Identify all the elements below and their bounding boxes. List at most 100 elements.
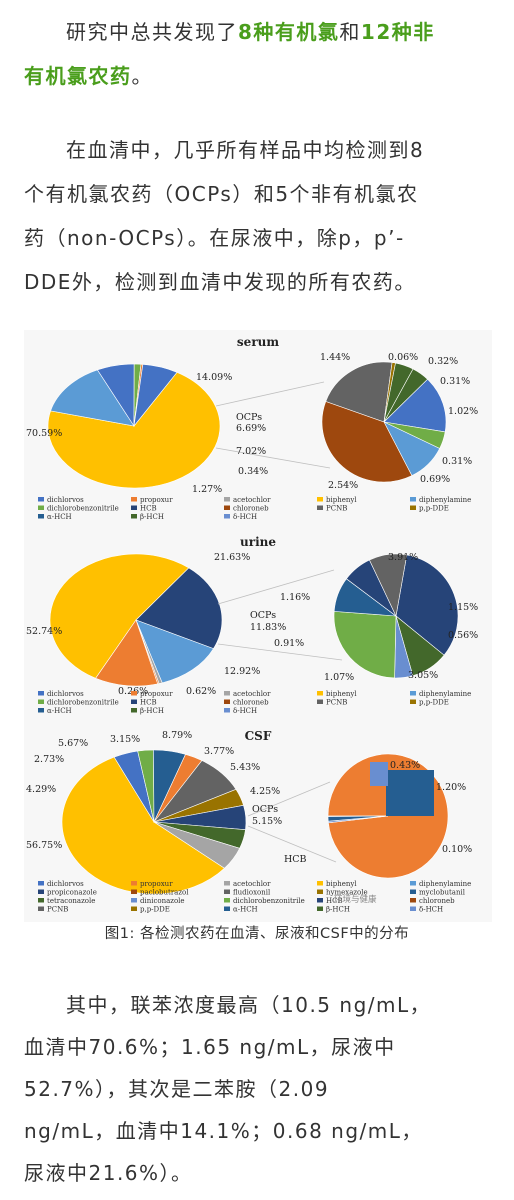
urine-legend-label-11: β-HCH bbox=[140, 707, 164, 715]
serum-main-slice-5 bbox=[133, 364, 178, 428]
urine-main-slice-2 bbox=[135, 619, 214, 684]
csf-label-ocps: OCPs bbox=[252, 804, 278, 815]
serum-ocp-label-1: 0.06% bbox=[388, 352, 418, 363]
csf-legend-swatch-18 bbox=[317, 906, 323, 911]
urine-main-slice-1 bbox=[135, 567, 223, 650]
serum-label-2: 7.02% bbox=[236, 446, 266, 457]
p2-line-3: 药（non-OCPs）。在尿液中，除p，p’- bbox=[24, 226, 405, 250]
csf-legend-label-1: propoxur bbox=[140, 880, 173, 888]
csf-legend-swatch-12 bbox=[224, 898, 230, 903]
urine-legend-label-1: propoxur bbox=[140, 690, 173, 698]
urine-label-ocps: OCPs bbox=[250, 610, 276, 621]
serum-connector-top bbox=[215, 381, 325, 407]
serum-legend-label-9: p,p-DDE bbox=[419, 505, 449, 513]
p2-line-1: 在血清中，几乎所有样品中均检测到8 bbox=[66, 138, 425, 162]
serum-main-slice-0 bbox=[47, 371, 221, 489]
intro-highlight-pesticides: 有机氯农药 bbox=[24, 64, 132, 88]
csf-label-1: 4.29% bbox=[26, 784, 56, 795]
csf-legend-label-11: diniconazole bbox=[140, 897, 185, 905]
urine-legend-label-8: PCNB bbox=[326, 699, 347, 707]
csf-ocp-dark-wedge bbox=[386, 770, 434, 816]
serum-legend-label-0: dichlorvos bbox=[47, 496, 84, 504]
urine-legend-swatch-1 bbox=[131, 691, 137, 696]
urine-connector-bottom bbox=[217, 643, 343, 661]
serum-legend-swatch-3 bbox=[317, 497, 323, 502]
serum-main-slice-1 bbox=[50, 369, 135, 427]
csf-legend-swatch-14 bbox=[410, 898, 416, 903]
serum-ocp-label-5: 0.31% bbox=[442, 456, 472, 467]
p4-line-4: ng/mL，血清中14.1%；0.68 ng/mL， bbox=[24, 1119, 423, 1143]
serum-label-3: 1.27% bbox=[192, 484, 222, 495]
csf-legend-label-5: propiconazole bbox=[47, 889, 97, 897]
urine-label-3: 0.62% bbox=[186, 686, 216, 697]
serum-legend-label-6: HCB bbox=[140, 505, 157, 513]
csf-legend-label-16: p,p-DDE bbox=[140, 906, 170, 914]
serum-label-ocps: OCPs bbox=[236, 412, 262, 423]
watermark: 环境与健康 bbox=[334, 894, 377, 905]
p4-line-1: 其中，联苯浓度最高（10.5 ng/mL， bbox=[66, 993, 432, 1017]
csf-label-2: 2.73% bbox=[34, 754, 64, 765]
serum-legend-swatch-7 bbox=[224, 505, 230, 510]
urine-title: urine bbox=[240, 535, 276, 549]
intro-paragraph: 研究中总共发现了8种有机氯和12种非 有机氯农药。 bbox=[24, 10, 494, 98]
csf-legend-swatch-7 bbox=[224, 889, 230, 894]
serum-legend-swatch-8 bbox=[317, 505, 323, 510]
csf-legend-label-9: myclobutanil bbox=[419, 889, 466, 897]
csf-legend-swatch-10 bbox=[38, 898, 44, 903]
urine-legend-label-10: α-HCH bbox=[47, 707, 72, 715]
urine-legend-label-3: biphenyl bbox=[326, 690, 357, 698]
urine-ocp-slice-3 bbox=[333, 611, 397, 679]
serum-legend-label-8: PCNB bbox=[326, 505, 347, 513]
csf-legend-swatch-4 bbox=[410, 881, 416, 886]
serum-legend-label-7: chloroneb bbox=[233, 505, 269, 513]
csf-legend-swatch-13 bbox=[317, 898, 323, 903]
serum-title: serum bbox=[237, 335, 279, 349]
urine-legend-swatch-4 bbox=[410, 691, 416, 696]
csf-title: CSF bbox=[245, 729, 272, 743]
csf-legend-swatch-3 bbox=[317, 881, 323, 886]
csf-legend-label-17: α-HCH bbox=[233, 906, 258, 914]
urine-legend-swatch-8 bbox=[317, 699, 323, 704]
pesticide-distribution-figure: serum 70.59% 14.09% 7.02% 1.27% 0.34% OCPs 6.69… bbox=[24, 330, 492, 922]
urine-ocp-label-6: 0.91% bbox=[274, 638, 304, 649]
csf-ocp-label-1: 1.20% bbox=[436, 782, 466, 793]
csf-legend-label-19: δ-HCH bbox=[419, 906, 443, 914]
intro-text-1: 研究中总共发现了 bbox=[66, 20, 238, 44]
serum-legend-label-10: α-HCH bbox=[47, 513, 72, 521]
serum-ocp-slice-7 bbox=[321, 401, 413, 483]
serum-legend-swatch-10 bbox=[38, 514, 44, 519]
serum-legend-swatch-12 bbox=[224, 514, 230, 519]
csf-legend-label-8: hymexazole bbox=[326, 889, 368, 897]
csf-main-slice-0 bbox=[61, 756, 225, 895]
serum-legend-label-2: acetochlor bbox=[233, 496, 271, 504]
csf-legend-label-4: diphenylamine bbox=[419, 880, 471, 888]
serum-legend-label-12: δ-HCH bbox=[233, 513, 257, 521]
serum-legend-swatch-4 bbox=[410, 497, 416, 502]
csf-ocp-label-2: 0.10% bbox=[442, 844, 472, 855]
serum-ocp-label-2: 0.32% bbox=[428, 356, 458, 367]
csf-legend-swatch-16 bbox=[131, 906, 137, 911]
intro-text-2: 和 bbox=[339, 20, 361, 44]
serum-legend-swatch-2 bbox=[224, 497, 230, 502]
urine-legend-swatch-11 bbox=[131, 708, 137, 713]
csf-connector-bottom bbox=[247, 825, 337, 863]
csf-legend-swatch-1 bbox=[131, 881, 137, 886]
intro-highlight-ocps: 8种有机氯 bbox=[238, 20, 340, 44]
urine-legend-swatch-6 bbox=[131, 699, 137, 704]
csf-connector-top bbox=[247, 781, 331, 817]
csf-label-0: 56.75% bbox=[26, 840, 62, 851]
urine-ocp-label-0: 3.91% bbox=[388, 552, 418, 563]
urine-ocp-label-3: 0.56% bbox=[448, 630, 478, 641]
serum-ocp-label-7: 2.54% bbox=[328, 480, 358, 491]
serum-ocp-label-0: 1.44% bbox=[320, 352, 350, 363]
csf-legend-swatch-5 bbox=[38, 889, 44, 894]
serum-legend-swatch-0 bbox=[38, 497, 44, 502]
urine-legend-swatch-10 bbox=[38, 708, 44, 713]
csf-legend-label-12: dichlorobenzonitrile bbox=[233, 897, 305, 905]
intro-highlight-non: 12种非 bbox=[360, 20, 435, 44]
csf-label-6: 3.77% bbox=[204, 746, 234, 757]
urine-ocp-slice-6 bbox=[369, 553, 408, 617]
urine-legend-label-12: δ-HCH bbox=[233, 707, 257, 715]
csf-legend-label-10: tetraconazole bbox=[47, 897, 95, 905]
urine-legend-swatch-0 bbox=[38, 691, 44, 696]
